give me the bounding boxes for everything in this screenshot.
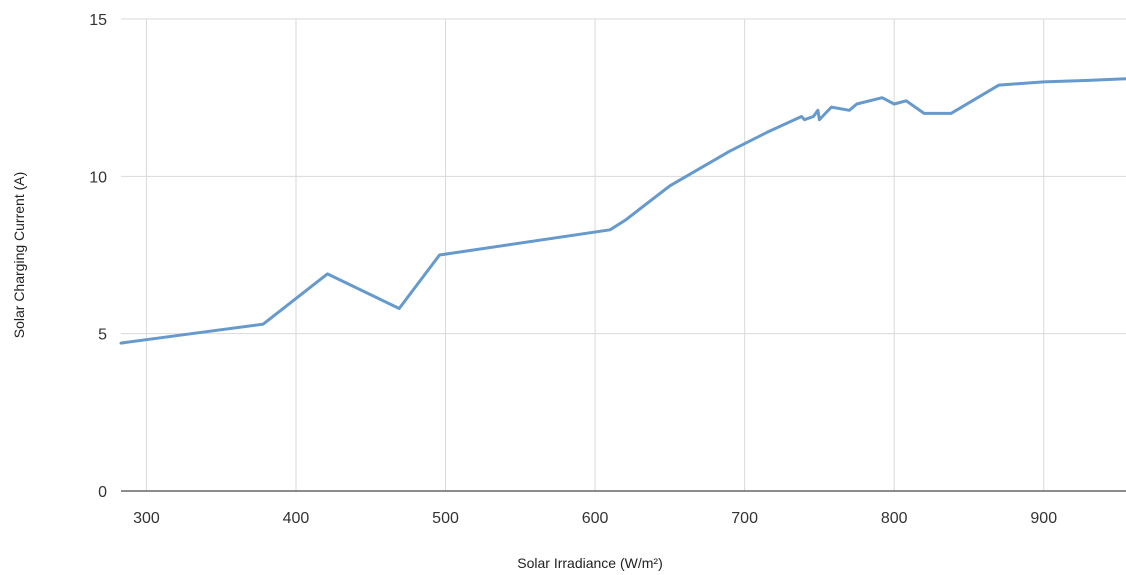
- x-tick-label: 500: [432, 510, 459, 527]
- x-axis-ticks: 300 400 500 600 700 800 900: [133, 510, 1057, 527]
- x-tick-label: 900: [1030, 510, 1057, 527]
- y-tick-label: 0: [98, 484, 107, 501]
- y-tick-label: 15: [89, 12, 107, 29]
- x-axis-title: Solar Irradiance (W/m²): [517, 555, 662, 571]
- y-axis-ticks: 0 5 10 15: [89, 12, 107, 501]
- y-tick-label: 5: [98, 327, 107, 344]
- x-tick-label: 400: [283, 510, 310, 527]
- x-tick-label: 800: [881, 510, 908, 527]
- x-tick-label: 600: [582, 510, 609, 527]
- x-tick-label: 300: [133, 510, 160, 527]
- grid-lines: [121, 18, 1126, 491]
- series-line: [119, 77, 1126, 345]
- y-axis-title: Solar Charging Current (A): [11, 172, 27, 339]
- y-tick-label: 10: [89, 169, 107, 186]
- series-layer: [119, 77, 1126, 345]
- x-tick-label: 700: [731, 510, 758, 527]
